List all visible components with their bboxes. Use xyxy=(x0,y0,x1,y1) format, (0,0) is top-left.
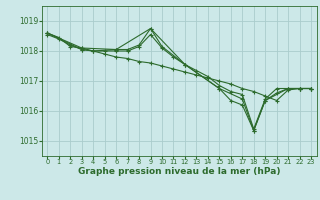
X-axis label: Graphe pression niveau de la mer (hPa): Graphe pression niveau de la mer (hPa) xyxy=(78,167,280,176)
